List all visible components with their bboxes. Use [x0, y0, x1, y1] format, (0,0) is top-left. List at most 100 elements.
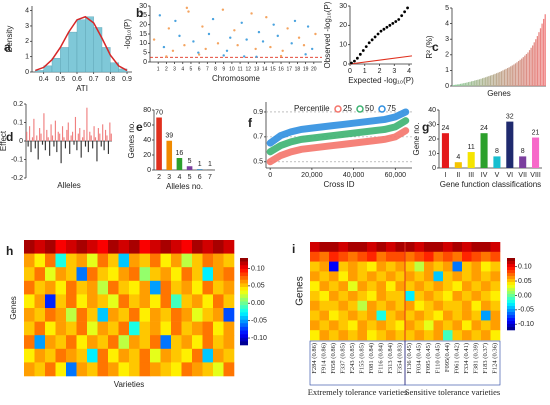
- point: [290, 42, 293, 45]
- heat-cell: [348, 320, 358, 331]
- heat-cell: [424, 251, 434, 262]
- heat-cell: [481, 242, 491, 253]
- heat-cell: [348, 291, 358, 302]
- heat-cell: [443, 242, 453, 253]
- x-tick-label: 40,000: [343, 172, 365, 179]
- bar: [70, 135, 72, 141]
- heat-cell: [76, 280, 88, 295]
- heat-cell: [357, 261, 368, 272]
- heat-cell: [97, 348, 109, 363]
- heat-cell: [414, 320, 425, 331]
- x-tick-label: 8: [214, 66, 217, 72]
- heat-cell: [471, 300, 482, 311]
- bar: [461, 83, 463, 86]
- heat-cell: [443, 310, 453, 321]
- value-label: 24: [480, 125, 488, 132]
- heat-cell: [348, 261, 358, 272]
- x-tick-label: VIII: [530, 172, 541, 179]
- bar: [474, 80, 476, 86]
- column-label: F110 (0.45): [435, 343, 442, 373]
- bar: [79, 128, 81, 141]
- bar: [506, 121, 514, 168]
- point: [201, 25, 204, 28]
- bar: [33, 118, 35, 141]
- heat-cell: [452, 291, 463, 302]
- point: [185, 6, 189, 10]
- heat-cell: [452, 330, 463, 341]
- bar: [77, 133, 79, 141]
- bar: [74, 116, 77, 141]
- point: [197, 51, 200, 54]
- x-tick-label: 9: [222, 66, 225, 72]
- heat-cell: [192, 253, 203, 268]
- heat-cell: [433, 330, 444, 341]
- heat-cell: [76, 321, 88, 336]
- bar: [63, 137, 65, 141]
- heat-cell: [139, 240, 151, 254]
- x-axis-label: Genes: [487, 89, 511, 98]
- heat-cell: [471, 320, 482, 331]
- heat-cell: [213, 335, 224, 350]
- y-tick-label: 40: [143, 137, 151, 144]
- y-tick-label: 60: [143, 122, 151, 129]
- y-tick-label: 0: [432, 165, 436, 172]
- colorbar-step: [507, 303, 515, 307]
- bar: [53, 141, 55, 147]
- colorbar-step: [507, 315, 515, 319]
- heat-cell: [160, 308, 172, 322]
- colorbar-step: [507, 288, 515, 292]
- bar: [90, 135, 92, 141]
- bar: [102, 124, 104, 141]
- heat-cell: [97, 362, 109, 377]
- column-label: F116 (0.84): [378, 343, 385, 373]
- heat-cell: [34, 267, 46, 282]
- heat-cell: [481, 300, 491, 311]
- heat-cell: [139, 253, 151, 268]
- x-tick-label: 20: [311, 66, 317, 72]
- value-label: 32: [506, 113, 514, 120]
- heat-cell: [150, 348, 161, 363]
- heat-cell: [395, 310, 406, 321]
- point: [236, 44, 239, 47]
- heat-cell: [452, 261, 463, 272]
- hist-bar: [60, 47, 69, 73]
- x-tick-label: 1: [363, 68, 367, 75]
- point: [229, 36, 232, 39]
- heat-cell: [108, 362, 119, 377]
- heat-cell: [386, 251, 396, 262]
- column-label: F124 (0.36): [492, 343, 499, 374]
- y-axis-label: Observed -log₁₀(P): [323, 1, 332, 68]
- x-tick-label: 20,000: [301, 172, 323, 179]
- heat-cell: [405, 271, 415, 282]
- point: [304, 53, 307, 56]
- heat-cell: [338, 330, 349, 341]
- heat-cell: [452, 281, 463, 292]
- point: [255, 55, 258, 58]
- colorbar-step: [240, 334, 248, 339]
- heat-cell: [45, 362, 56, 377]
- heat-cell: [443, 320, 453, 331]
- heat-cell: [108, 335, 119, 350]
- bar: [541, 23, 543, 87]
- x-tick-label: 2: [165, 66, 168, 72]
- heat-cell: [329, 330, 339, 341]
- point: [265, 16, 268, 19]
- bar: [519, 156, 527, 168]
- heat-cell: [76, 267, 88, 282]
- colorbar-step: [507, 309, 515, 313]
- heat-cell: [97, 267, 109, 282]
- heat-cell: [348, 300, 358, 311]
- heat-cell: [76, 308, 88, 322]
- point: [197, 53, 201, 56]
- bar: [538, 32, 540, 86]
- column-label: F313 (0.84): [387, 343, 394, 374]
- bar: [93, 126, 95, 141]
- legend-swatch: [378, 105, 386, 113]
- bar: [496, 73, 498, 86]
- heat-cell: [181, 280, 193, 295]
- heat-cell: [213, 280, 224, 295]
- heat-cell: [192, 335, 203, 350]
- heat-cell: [367, 281, 377, 292]
- heat-cell: [348, 281, 358, 292]
